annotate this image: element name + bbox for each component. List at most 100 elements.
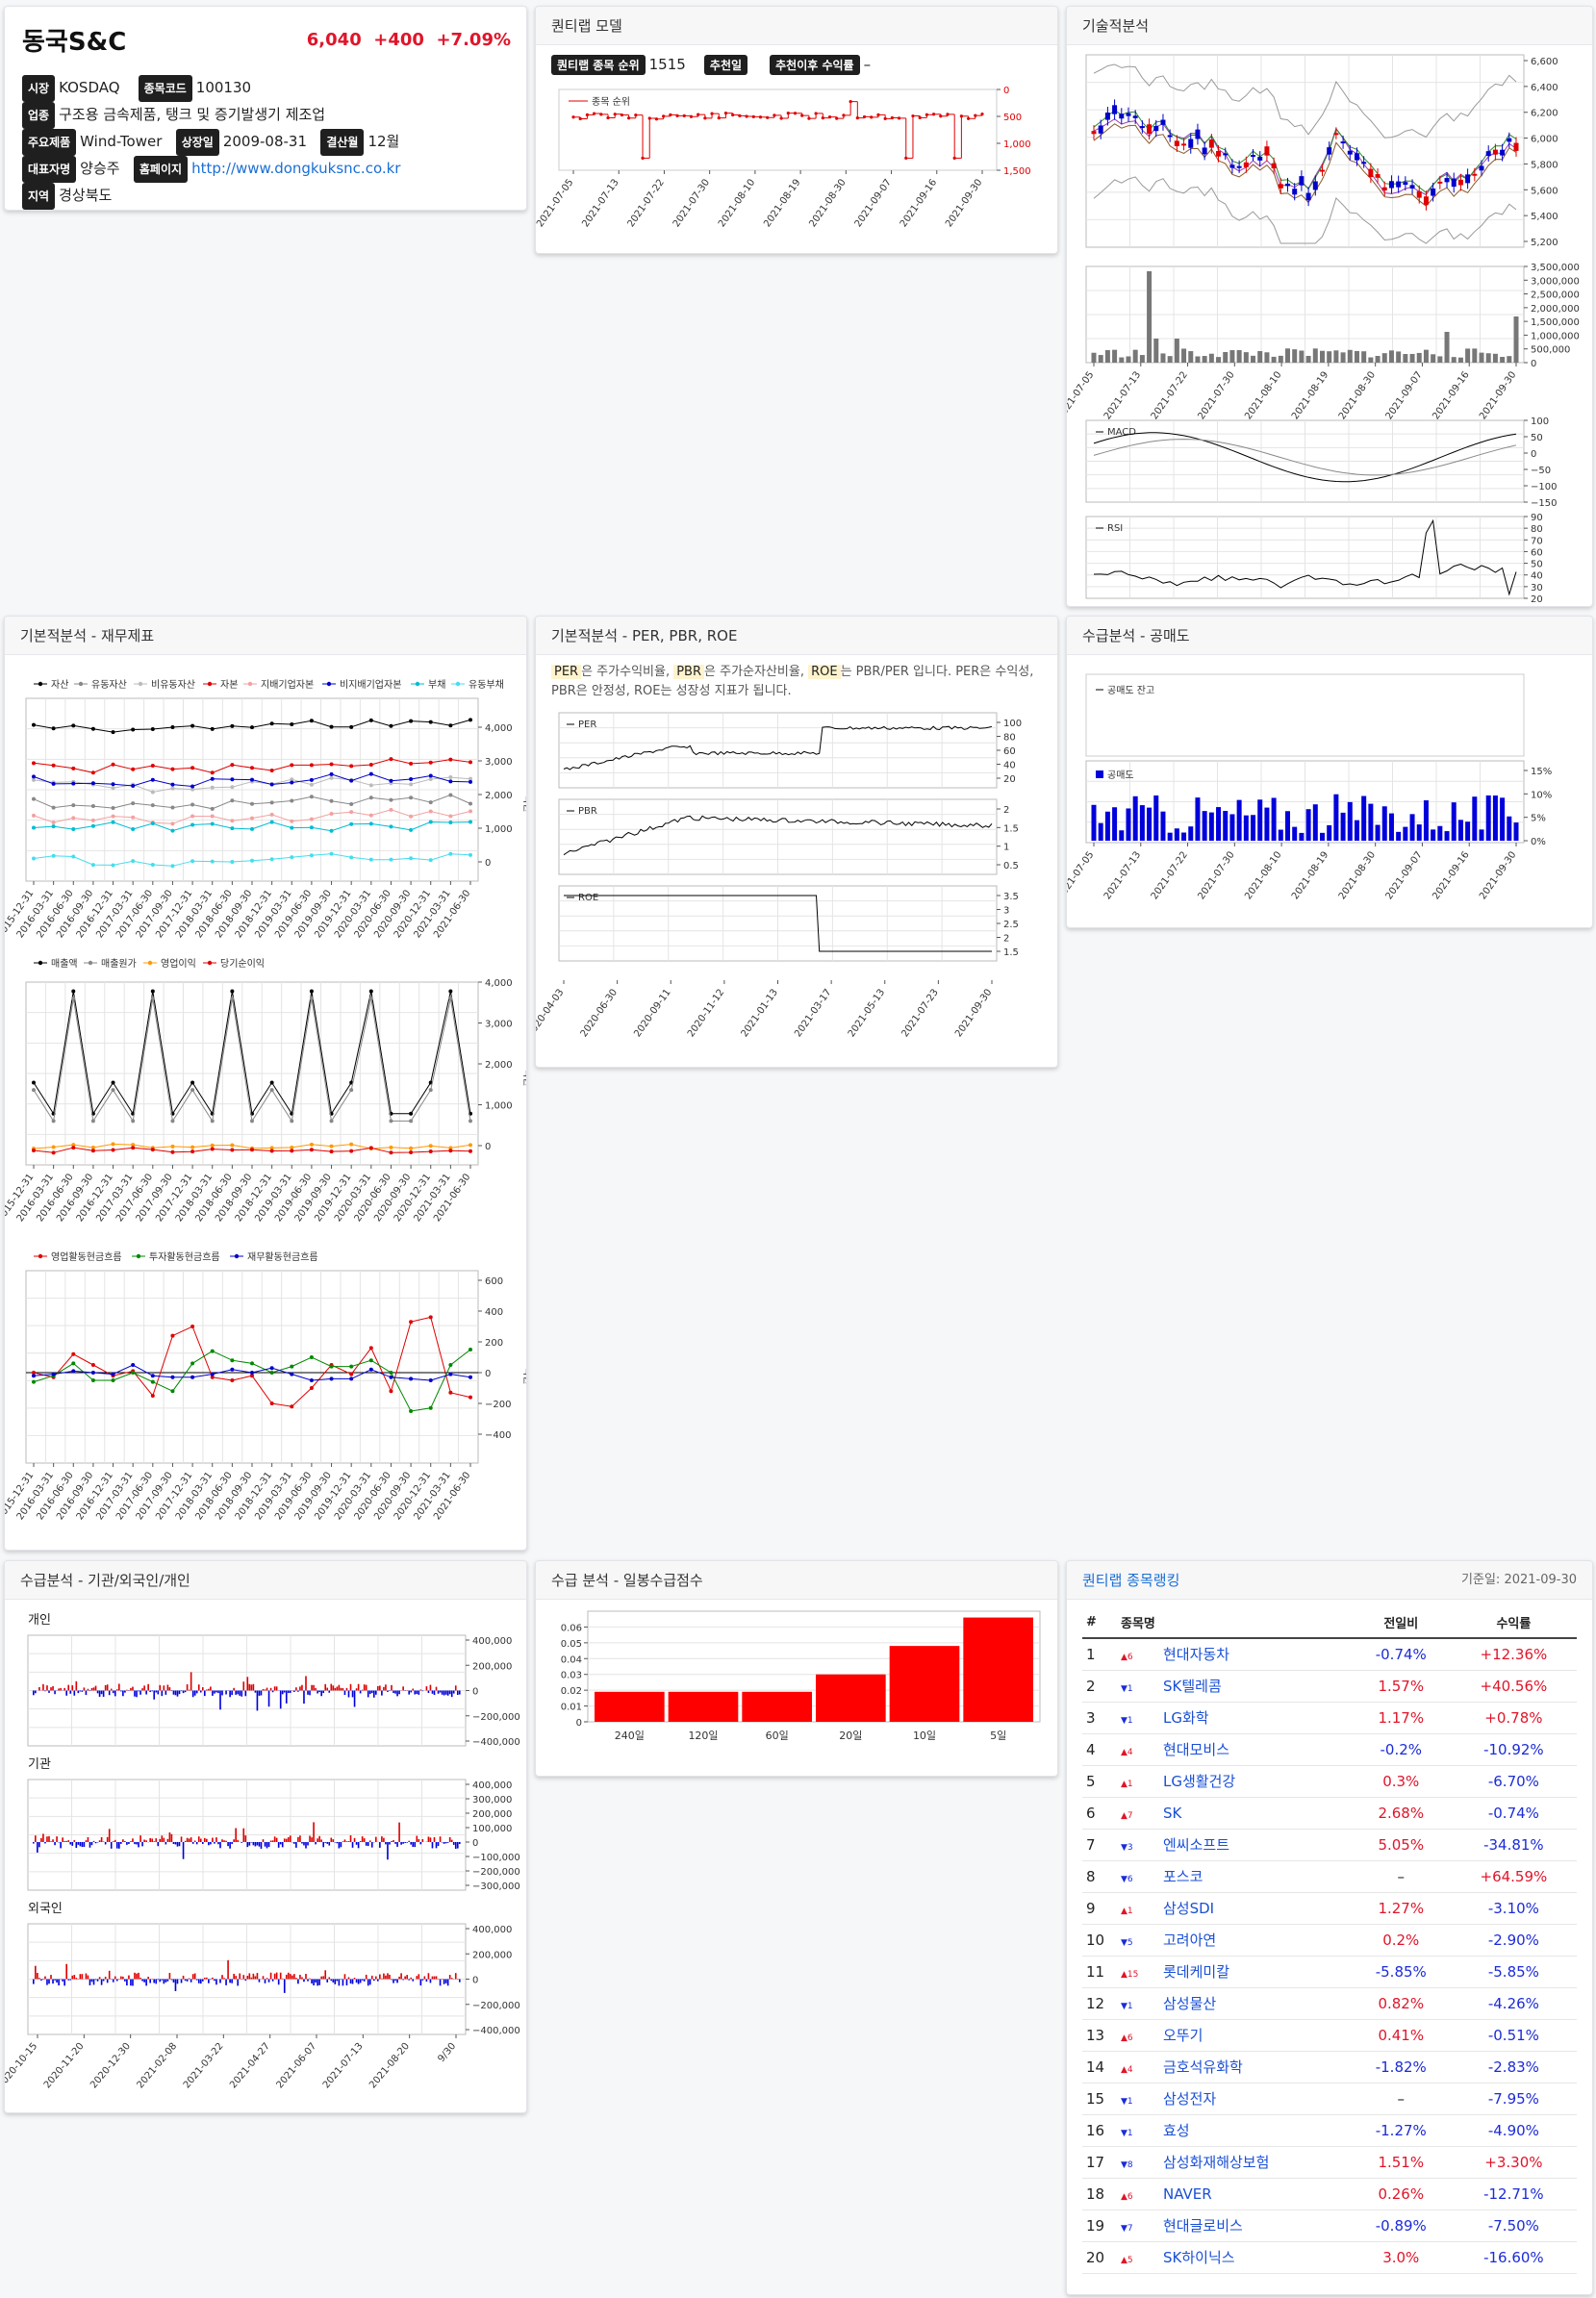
flow-foreign-bar — [71, 1975, 74, 1980]
rank-move: ▲4 — [1121, 2064, 1133, 2075]
flow-foreign-bar — [180, 1979, 183, 1983]
stock-link[interactable]: 금호석유화학 — [1163, 2058, 1243, 2076]
flow-individual-bar — [443, 1690, 445, 1696]
flow-institution-bar — [112, 1841, 114, 1842]
flow-institution-bar — [317, 1838, 318, 1842]
rank-return: +64.59% — [1450, 1860, 1577, 1893]
flow-foreign-bar — [326, 1979, 329, 1982]
fin-balance-point — [170, 786, 175, 791]
stock-link[interactable]: 현대모비스 — [1163, 1741, 1230, 1758]
fin-income-point — [290, 1149, 294, 1153]
short-xtick-label: 2021-09-07 — [1384, 849, 1425, 901]
tech-candle — [1195, 129, 1201, 139]
model-card: 퀀티랩 모델 퀀티랩 종목 순위 1515 추천일 추천이후 수익률 – 종목 순위… — [535, 6, 1058, 254]
fin-income-point — [150, 989, 155, 994]
tech-macd-signal — [1093, 439, 1517, 476]
fin-balance-legend-label: 부채 — [428, 679, 445, 691]
flow-institution-bar — [174, 1842, 177, 1845]
tech-xtick-label: 2021-07-30 — [1196, 369, 1236, 421]
tech-candle — [1257, 157, 1263, 161]
model-point — [662, 114, 666, 118]
fin-balance-point — [51, 763, 56, 768]
rank-number: 3 — [1082, 1702, 1117, 1734]
fin-balance-point — [409, 827, 414, 832]
fin-balance-point — [309, 777, 314, 782]
tech-macd-line — [1093, 432, 1517, 483]
per-charts: 10080604020PER21.510.5PBR3.532.521.5ROE2… — [536, 712, 1022, 1039]
stock-link[interactable]: 삼성물산 — [1163, 1995, 1217, 2012]
stock-link[interactable]: 삼성SDI — [1163, 1900, 1215, 1917]
flow-foreign-bar — [239, 1973, 241, 1980]
stock-link[interactable]: SK — [1163, 1804, 1182, 1822]
fin-income-point — [190, 1088, 195, 1093]
flow-foreign-bar — [87, 1975, 89, 1980]
tech-candle — [1500, 149, 1506, 156]
stock-link[interactable]: SK하이닉스 — [1163, 2249, 1235, 2266]
fin-cash-point — [269, 1366, 274, 1371]
score-bar — [595, 1691, 665, 1722]
tech-candle — [1451, 178, 1457, 188]
short-bar — [1223, 811, 1229, 841]
flow-foreign-bar — [418, 1974, 420, 1980]
flow-foreign-bar — [163, 1979, 165, 1984]
stock-link[interactable]: 삼성전자 — [1163, 2090, 1217, 2108]
ranking-row: 16 ▼1 효성 -1.27% -4.90% — [1082, 2114, 1577, 2147]
flow-foreign-bar — [242, 1975, 245, 1980]
rank-daily-change: -5.85% — [1351, 1956, 1451, 1988]
flow-individual-bar — [120, 1690, 122, 1692]
fin-balance-point — [368, 783, 373, 788]
rank-number: 15 — [1082, 2083, 1117, 2115]
stock-link[interactable]: 현대글로비스 — [1163, 2217, 1243, 2235]
flow-institution-bar — [394, 1842, 396, 1844]
tech-volume-ytick-label: 0 — [1531, 359, 1536, 369]
short-bar — [1271, 797, 1277, 841]
flow-foreign-bar — [412, 1979, 415, 1982]
flow-institution-bar — [155, 1838, 158, 1842]
flow-individual-bar — [145, 1690, 147, 1695]
flow-institution-bar — [264, 1842, 266, 1847]
stock-link[interactable]: NAVER — [1163, 2184, 1212, 2203]
flow-foreign-bar — [423, 1976, 426, 1980]
short-bar — [1354, 820, 1359, 841]
stock-link[interactable]: 포스코 — [1163, 1868, 1203, 1885]
tech-volume-bar — [1451, 357, 1457, 363]
flow-institution-bar — [168, 1832, 171, 1842]
flow-institution-bar — [340, 1842, 342, 1848]
fin-balance-point — [71, 854, 76, 859]
fin-balance-point — [469, 760, 472, 765]
flow-institution-bar — [406, 1842, 408, 1843]
flow-individual-bar — [201, 1687, 204, 1691]
flow-foreign-bar — [299, 1975, 301, 1980]
flow-individual-bar — [77, 1690, 80, 1694]
stock-link[interactable]: LG생활건강 — [1163, 1773, 1236, 1790]
stock-link[interactable]: 현대자동차 — [1163, 1646, 1230, 1664]
stock-link[interactable]: 삼성화재해상보험 — [1163, 2154, 1270, 2171]
fin-income-point — [309, 989, 314, 994]
fin-balance-point — [290, 763, 294, 768]
stock-link[interactable]: 고려아연 — [1163, 1932, 1217, 1949]
stock-link[interactable]: SK텔레콤 — [1163, 1678, 1222, 1695]
score-bar — [668, 1691, 739, 1722]
fin-balance-point — [389, 778, 393, 783]
fin-balance-point — [111, 814, 115, 819]
fin-balance-point — [290, 819, 294, 823]
stock-link[interactable]: LG화학 — [1163, 1709, 1209, 1727]
fin-income-ytick-label: 0 — [485, 1142, 491, 1152]
stock-link[interactable]: 효성 — [1163, 2122, 1190, 2139]
flow-individual-bar — [271, 1690, 274, 1693]
stock-link[interactable]: 엔씨소프트 — [1163, 1836, 1230, 1854]
flow-individual-bar — [33, 1690, 35, 1696]
homepage-link[interactable]: http://www.dongkuksnc.co.kr — [191, 160, 401, 177]
flow-individual-bar — [254, 1690, 257, 1693]
fin-balance-point — [230, 785, 235, 790]
flow-foreign-bar — [233, 1973, 235, 1980]
stock-link[interactable]: 롯데케미칼 — [1163, 1963, 1230, 1981]
tech-candle — [1208, 139, 1214, 148]
flow-institution-bar — [157, 1842, 160, 1847]
tech-xtick-label: 2021-09-07 — [1384, 369, 1425, 421]
flow-foreign-bar — [219, 1979, 221, 1983]
flow-individual-bar — [237, 1690, 240, 1695]
score-category-label: 60일 — [766, 1729, 789, 1742]
model-point — [904, 156, 908, 160]
stock-link[interactable]: 오뚜기 — [1163, 2027, 1203, 2044]
